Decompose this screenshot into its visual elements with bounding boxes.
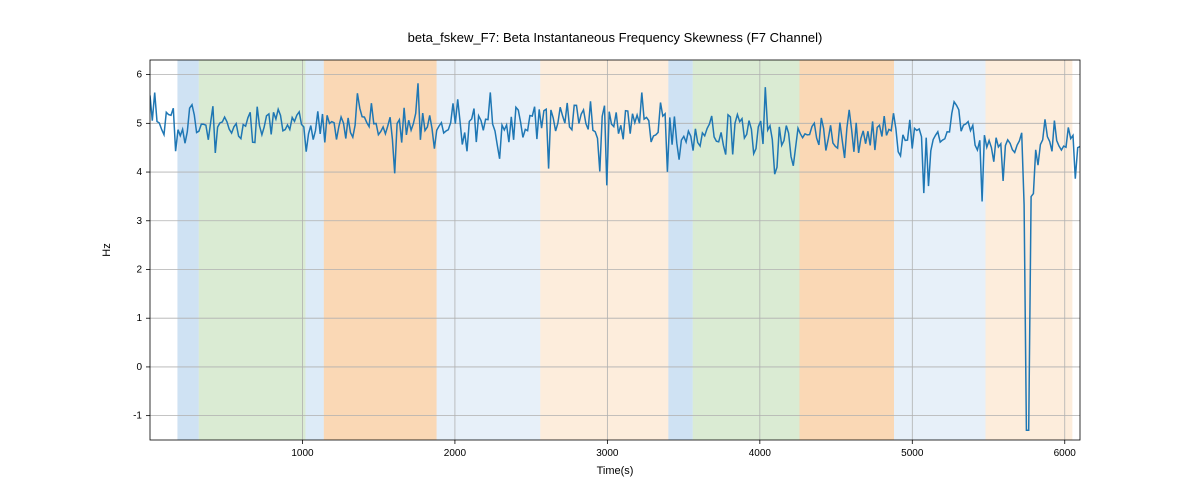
region-1 xyxy=(199,60,306,440)
chart-title: beta_fskew_F7: Beta Instantaneous Freque… xyxy=(408,30,823,45)
xtick-label: 2000 xyxy=(444,448,467,459)
xtick-label: 6000 xyxy=(1054,448,1077,459)
ytick-label: 5 xyxy=(136,118,142,129)
chart-container: 1000 2000 3000 4000 5000 6000 -1 0 1 2 3 4 5 6 Time(s)… xyxy=(0,0,1200,500)
region-6 xyxy=(668,60,692,440)
region-2 xyxy=(306,60,324,440)
ytick-label: -1 xyxy=(133,411,142,422)
y-axis-label: Hz xyxy=(101,243,113,256)
ytick-label: 4 xyxy=(136,167,142,178)
ytick-label: 0 xyxy=(136,362,142,373)
xtick-label: 5000 xyxy=(901,448,924,459)
ytick-label: 2 xyxy=(136,264,142,275)
chart-svg: 1000 2000 3000 4000 5000 6000 -1 0 1 2 3 4 5 6 Time(s)… xyxy=(0,0,1200,500)
x-axis-label: Time(s) xyxy=(597,465,634,477)
xtick-label: 4000 xyxy=(749,448,772,459)
xtick-label: 1000 xyxy=(291,448,314,459)
region-8 xyxy=(799,60,894,440)
ytick-label: 6 xyxy=(136,70,142,81)
region-7 xyxy=(693,60,800,440)
xtick-label: 3000 xyxy=(596,448,619,459)
ytick-label: 1 xyxy=(136,313,142,324)
region-9 xyxy=(894,60,985,440)
ytick-label: 3 xyxy=(136,216,142,227)
